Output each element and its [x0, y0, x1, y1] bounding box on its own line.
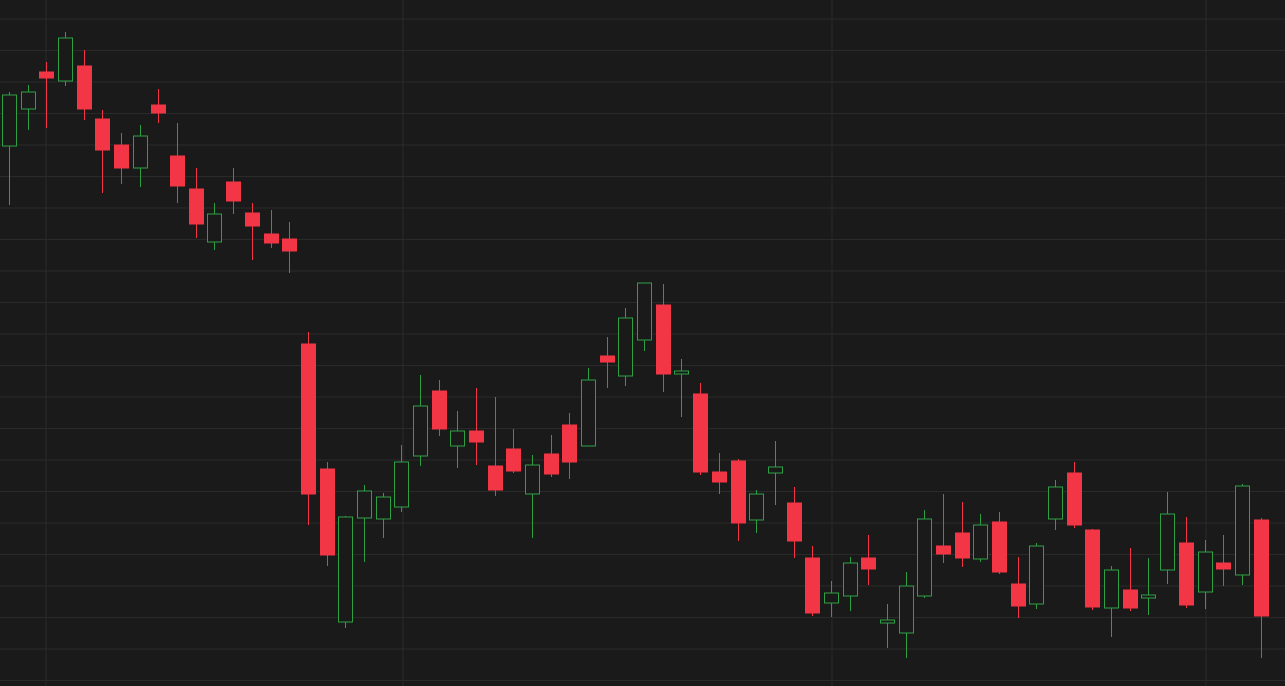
candle-body — [2, 94, 17, 147]
candle-body — [58, 37, 73, 82]
candle-body — [1216, 562, 1231, 570]
candle-body — [1141, 594, 1156, 599]
candle-body — [245, 212, 260, 227]
candle-body — [282, 238, 297, 252]
candle-body — [189, 188, 204, 225]
candle-body — [656, 304, 671, 375]
candle-body — [805, 557, 820, 614]
candle-body — [301, 343, 316, 495]
candle-body — [843, 562, 858, 597]
candle-body — [824, 592, 839, 604]
candle-body — [544, 453, 559, 475]
candle-body — [170, 155, 185, 187]
candle-body — [787, 502, 802, 542]
candle-body — [1254, 519, 1269, 617]
candle-body — [1029, 545, 1044, 605]
candle-body — [562, 424, 577, 463]
candle-body — [973, 524, 988, 560]
candle-body — [1085, 529, 1100, 608]
candle-body — [917, 518, 932, 597]
candle-body — [469, 430, 484, 443]
candle-body — [637, 282, 652, 341]
candle-body — [338, 516, 353, 623]
candle-body — [114, 144, 129, 169]
candle-body — [133, 135, 148, 169]
candle-body — [899, 585, 914, 634]
candle-body — [731, 460, 746, 524]
candle-body — [376, 496, 391, 520]
candle-body — [936, 545, 951, 555]
candle-body — [581, 379, 596, 447]
candle-body — [357, 490, 372, 519]
candle-body — [992, 521, 1007, 573]
candle-body — [1067, 472, 1082, 526]
candle-body — [712, 471, 727, 483]
candle-body — [1179, 542, 1194, 606]
candle-body — [1011, 583, 1026, 607]
candle-body — [21, 91, 36, 110]
candle-body — [1198, 551, 1213, 593]
candle-body — [1235, 485, 1250, 576]
candle-body — [749, 493, 764, 521]
candle-body — [151, 104, 166, 114]
candle-body — [320, 468, 335, 556]
candle-body — [955, 532, 970, 559]
candle-body — [264, 233, 279, 244]
candle-body — [95, 118, 110, 151]
candle-body — [450, 430, 465, 447]
candle-body — [413, 405, 428, 457]
candle-body — [488, 465, 503, 491]
candle-body — [880, 619, 895, 624]
candle-body — [77, 65, 92, 110]
candle-body — [1048, 486, 1063, 520]
candle-body — [693, 393, 708, 473]
candle-body — [432, 390, 447, 430]
candle-body — [207, 213, 222, 243]
candle-body — [39, 71, 54, 79]
candle-body — [1123, 589, 1138, 609]
candle-body — [618, 317, 633, 377]
candle-body — [506, 448, 521, 472]
candle-body — [226, 181, 241, 202]
candle-body — [1160, 513, 1175, 571]
candle-body — [1104, 569, 1119, 609]
candle-body — [600, 355, 615, 363]
candle-body — [861, 557, 876, 570]
candle-body — [394, 461, 409, 508]
candle-body — [525, 464, 540, 495]
candle-body — [768, 466, 783, 474]
candle-body — [674, 370, 689, 375]
